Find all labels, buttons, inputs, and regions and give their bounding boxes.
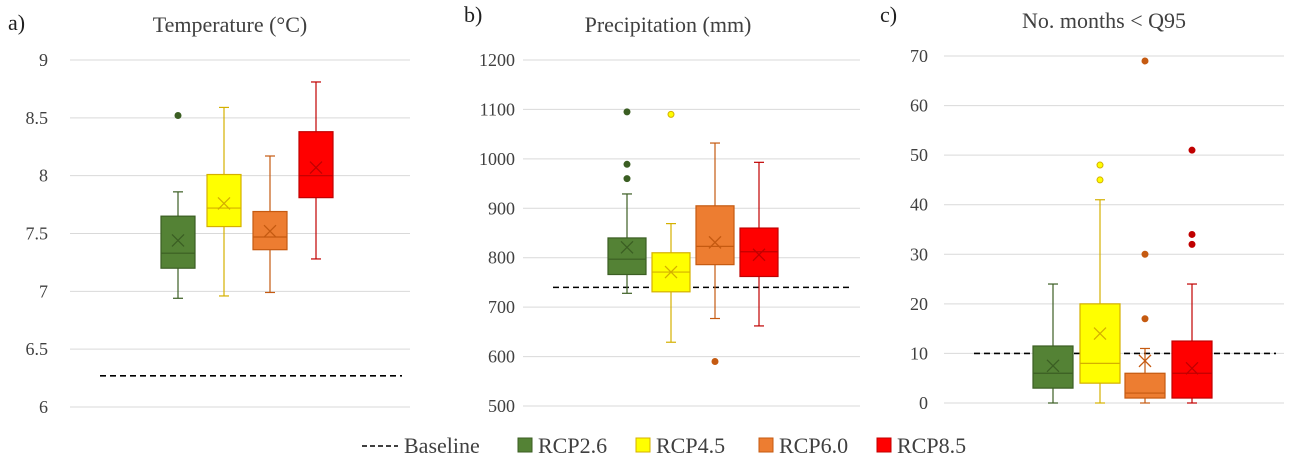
y-tick-label: 0 — [919, 393, 928, 413]
outlier-point — [667, 110, 675, 118]
y-tick-label: 8.5 — [26, 108, 49, 128]
box-rcp45 — [651, 110, 691, 343]
y-tick-label: 500 — [488, 396, 515, 416]
box-iqr — [1032, 345, 1074, 389]
y-tick-label: 900 — [488, 198, 515, 218]
panels-group: a) Temperature (°C) 6 6.5 7 7.5 8 8.5 9 b) Precipi… — [8, 2, 1284, 417]
y-tick-label: 10 — [910, 343, 928, 363]
box-rcp60 — [1124, 57, 1166, 404]
y-tick-label: 30 — [910, 244, 928, 264]
legend-swatch — [517, 437, 533, 453]
outlier-point — [1188, 230, 1196, 238]
y-tick-label: 1200 — [479, 50, 515, 70]
mean-marker — [708, 235, 722, 249]
legend-swatch — [876, 437, 892, 453]
legend: Baseline RCP2.6 RCP4.5 RCP6.0 RCP8.5 — [362, 433, 966, 458]
box-rcp45 — [206, 106, 242, 297]
box-rcp26 — [607, 108, 647, 294]
legend-label: RCP8.5 — [897, 433, 966, 458]
panel-letter: b) — [464, 2, 482, 27]
chart-title: Temperature (°C) — [153, 12, 307, 37]
outlier-point — [623, 160, 631, 168]
y-tick-label: 1100 — [480, 99, 515, 119]
y-tick-label: 1000 — [479, 149, 515, 169]
y-tick-label: 6 — [39, 397, 48, 417]
legend-item-rcp26: RCP2.6 — [517, 433, 607, 458]
legend-item-baseline: Baseline — [362, 433, 480, 458]
outlier-point — [174, 112, 182, 120]
box-rcp85 — [1171, 146, 1213, 404]
mean-marker — [664, 265, 678, 279]
mean-marker — [1185, 361, 1199, 375]
box-iqr — [298, 131, 334, 199]
outlier-point — [1188, 146, 1196, 154]
y-tick-label: 9 — [39, 50, 48, 70]
chart-panel-2: b) Precipitation (mm) 500 600 700 800 900 1000 1… — [464, 2, 860, 416]
y-tick-label: 40 — [910, 195, 928, 215]
y-tick-label: 8 — [39, 166, 48, 186]
box-rcp85 — [298, 81, 334, 260]
mean-marker — [217, 196, 231, 210]
chart-title: No. months < Q95 — [1022, 8, 1186, 33]
chart-panel-1: a) Temperature (°C) 6 6.5 7 7.5 8 8.5 9 — [8, 10, 410, 417]
legend-item-rcp60: RCP6.0 — [758, 433, 848, 458]
box-iqr — [160, 215, 196, 269]
outlier-point — [1096, 176, 1104, 184]
outlier-point — [1141, 315, 1149, 323]
panel-letter: a) — [8, 10, 25, 35]
y-tick-label: 70 — [910, 46, 928, 66]
legend-label: RCP2.6 — [538, 433, 607, 458]
outlier-point — [1141, 57, 1149, 65]
outlier-point — [623, 108, 631, 116]
mean-marker — [752, 248, 766, 262]
legend-label: RCP4.5 — [656, 433, 725, 458]
outlier-point — [1141, 250, 1149, 258]
mean-marker — [1046, 359, 1060, 373]
box-rcp60 — [252, 155, 288, 294]
box-iqr — [206, 173, 242, 228]
box-iqr — [1171, 340, 1213, 399]
mean-marker — [1138, 354, 1152, 368]
box-rcp60 — [695, 142, 735, 366]
outlier-point — [623, 175, 631, 183]
box-iqr — [1079, 303, 1121, 384]
box-rcp85 — [739, 161, 779, 327]
mean-marker — [309, 161, 323, 175]
panel-letter: c) — [880, 2, 897, 27]
legend-label: RCP6.0 — [779, 433, 848, 458]
outlier-point — [1188, 240, 1196, 248]
legend-swatch — [758, 437, 774, 453]
mean-marker — [263, 224, 277, 238]
box-rcp45 — [1079, 161, 1121, 404]
box-iqr — [1124, 372, 1166, 399]
chart-title: Precipitation (mm) — [585, 12, 752, 37]
box-rcp26 — [1032, 283, 1074, 404]
y-tick-label: 60 — [910, 96, 928, 116]
box-iqr — [607, 237, 647, 276]
chart-panel-3: c) No. months < Q95 0 10 20 30 40 50 60 70 — [880, 2, 1284, 413]
legend-item-rcp85: RCP8.5 — [876, 433, 966, 458]
legend-swatch — [635, 437, 651, 453]
y-tick-label: 7 — [39, 281, 48, 301]
outlier-point — [1096, 161, 1104, 169]
legend-label: Baseline — [404, 433, 480, 458]
mean-marker — [171, 233, 185, 247]
box-iqr — [695, 205, 735, 266]
y-tick-label: 600 — [488, 347, 515, 367]
y-tick-label: 20 — [910, 294, 928, 314]
y-tick-label: 6.5 — [26, 339, 49, 359]
y-tick-label: 800 — [488, 248, 515, 268]
mean-marker — [620, 240, 634, 254]
outlier-point — [711, 358, 719, 366]
mean-marker — [1093, 327, 1107, 341]
y-tick-label: 50 — [910, 145, 928, 165]
y-tick-label: 700 — [488, 297, 515, 317]
y-tick-label: 7.5 — [26, 224, 49, 244]
legend-item-rcp45: RCP4.5 — [635, 433, 725, 458]
box-rcp26 — [160, 112, 196, 299]
